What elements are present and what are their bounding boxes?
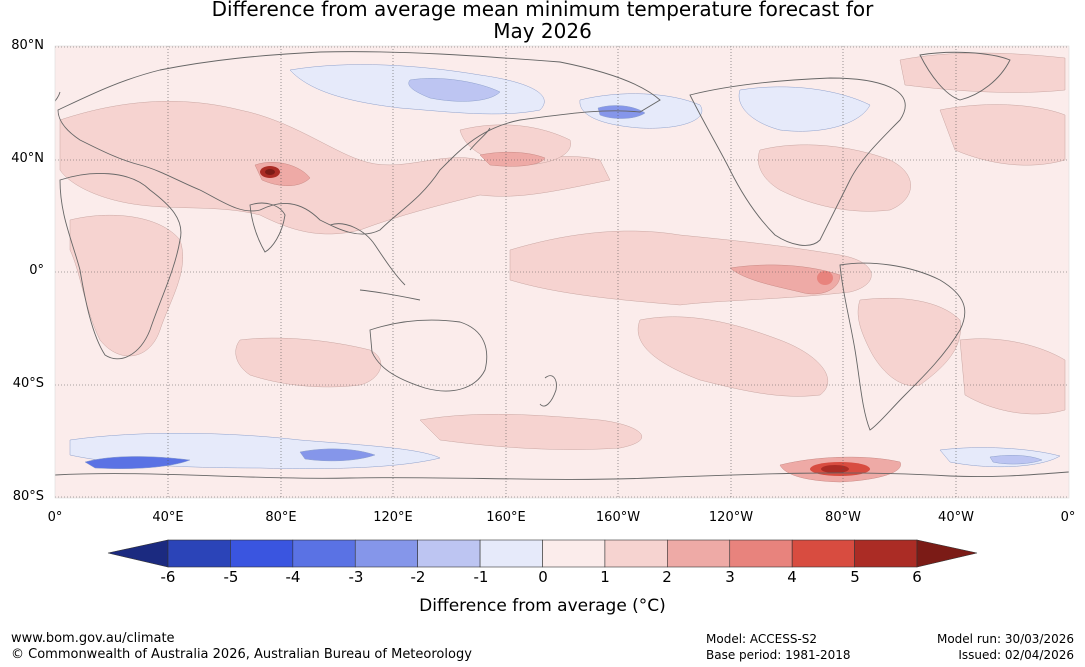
- colorbar-tick: -6: [160, 568, 176, 586]
- colorbar-tick: 3: [725, 568, 735, 586]
- lon-label-0-west: 0°: [47, 510, 63, 525]
- anomaly-region-north-pacific: [479, 151, 546, 167]
- anomaly-region-antarctic-core2: [299, 448, 376, 462]
- colorbar-tick: -3: [348, 568, 364, 586]
- outline-india: [249, 202, 286, 253]
- lat-label-80n: 80°N: [11, 38, 44, 53]
- anomaly-core-drake: [821, 465, 849, 473]
- anomaly-region-bering-core: [597, 105, 646, 119]
- outline-australia: [369, 319, 488, 392]
- anomaly-region-eurasia: [59, 101, 611, 235]
- land-outlines: [55, 51, 1069, 480]
- colorbar-cell: [292, 539, 356, 568]
- lon-label-0-east: 0°: [1060, 510, 1076, 525]
- footer-website: www.bom.gov.au/climate: [11, 631, 175, 646]
- outline-north-america: [689, 77, 906, 246]
- anomaly-region-siberia-core: [408, 78, 501, 102]
- anomaly-region-north-atlantic: [939, 104, 1066, 166]
- outline-south-america: [839, 262, 966, 431]
- lon-label-40w: 40°W: [938, 510, 974, 525]
- footer-model-run: Model run: 30/03/2026: [936, 632, 1074, 646]
- lat-label-40s: 40°S: [12, 376, 44, 391]
- outline-africa: [59, 172, 182, 360]
- lon-label-80w: 80°W: [825, 510, 861, 525]
- colorbar-tick: 1: [600, 568, 610, 586]
- chart-title-line2: May 2026: [493, 19, 592, 43]
- graticule: [55, 46, 1069, 498]
- lon-label-120w: 120°W: [708, 510, 754, 525]
- outline-new-zealand: [539, 375, 557, 407]
- colorbar-cell: [667, 539, 731, 568]
- colorbar-tick: -5: [223, 568, 239, 586]
- lon-label-40e: 40°E: [152, 510, 184, 525]
- anomaly-region-antarctic-east-core: [989, 455, 1043, 465]
- anomaly-region-southern-ocean: [419, 413, 643, 450]
- colorbar-tick: 5: [850, 568, 860, 586]
- anomaly-region-north-america: [757, 144, 911, 212]
- colorbar-cell: [604, 539, 668, 568]
- colorbar-cells: [167, 539, 918, 568]
- lon-label-80e: 80°E: [265, 510, 297, 525]
- colorbar-extend-low: [107, 539, 169, 568]
- colorbar-tick: 4: [787, 568, 797, 586]
- colorbar-tick: -2: [410, 568, 426, 586]
- footer-issued: Issued: 02/04/2026: [958, 648, 1074, 662]
- anomaly-hotspot-peru: [817, 271, 833, 285]
- anomaly-region-antarctic-core1: [84, 456, 191, 469]
- footer-model: Model: ACCESS-S2: [706, 632, 818, 646]
- colorbar-extend-high: [916, 539, 978, 568]
- colorbar-cell: [791, 539, 855, 568]
- anomaly-region-canada: [738, 86, 871, 132]
- outline-europe-asia: [57, 51, 661, 235]
- temperature-anomaly-map: [54, 45, 1070, 499]
- lon-label-160w: 160°W: [595, 510, 641, 525]
- anomaly-core-tibet: [265, 169, 275, 175]
- outline-antarctica: [55, 471, 1069, 480]
- footer-copyright: © Commonwealth of Australia 2026, Austra…: [11, 647, 472, 662]
- outline-se-asia: [329, 223, 421, 301]
- colorbar-tick: 2: [662, 568, 672, 586]
- colorbar-tick: 6: [912, 568, 922, 586]
- chart-title-line1: Difference from average mean minimum tem…: [211, 0, 874, 21]
- outline-japan: [469, 127, 491, 151]
- colorbar-cell: [167, 539, 231, 568]
- colorbar-cell: [854, 539, 918, 568]
- lat-label-40n: 40°N: [11, 151, 44, 166]
- colorbar-tick: 0: [538, 568, 548, 586]
- colorbar-tick: -4: [285, 568, 301, 586]
- anomaly-contours: [55, 46, 1069, 498]
- footer-base-period: Base period: 1981-2018: [706, 648, 851, 662]
- colorbar-cell: [479, 539, 543, 568]
- outline-uk: [55, 91, 61, 102]
- outline-greenland: [919, 51, 1011, 101]
- lat-label-80s: 80°S: [12, 489, 44, 504]
- anomaly-region-south-pacific: [637, 316, 828, 397]
- lat-label-0: 0°: [29, 263, 44, 278]
- anomaly-region-south-indian: [235, 337, 381, 388]
- colorbar-cell: [542, 539, 606, 568]
- colorbar-cell: [417, 539, 481, 568]
- colorbar-cell: [230, 539, 294, 568]
- colorbar-label: Difference from average (°C): [419, 596, 666, 616]
- anomaly-region-arctic-east: [899, 52, 1066, 93]
- colorbar-cell: [729, 539, 793, 568]
- lon-label-120e: 120°E: [373, 510, 413, 525]
- anomaly-region-south-atlantic: [959, 338, 1066, 415]
- lon-label-160e: 160°E: [486, 510, 526, 525]
- colorbar-cell: [354, 539, 418, 568]
- colorbar-tick: -1: [473, 568, 489, 586]
- map-frame: [54, 45, 1070, 499]
